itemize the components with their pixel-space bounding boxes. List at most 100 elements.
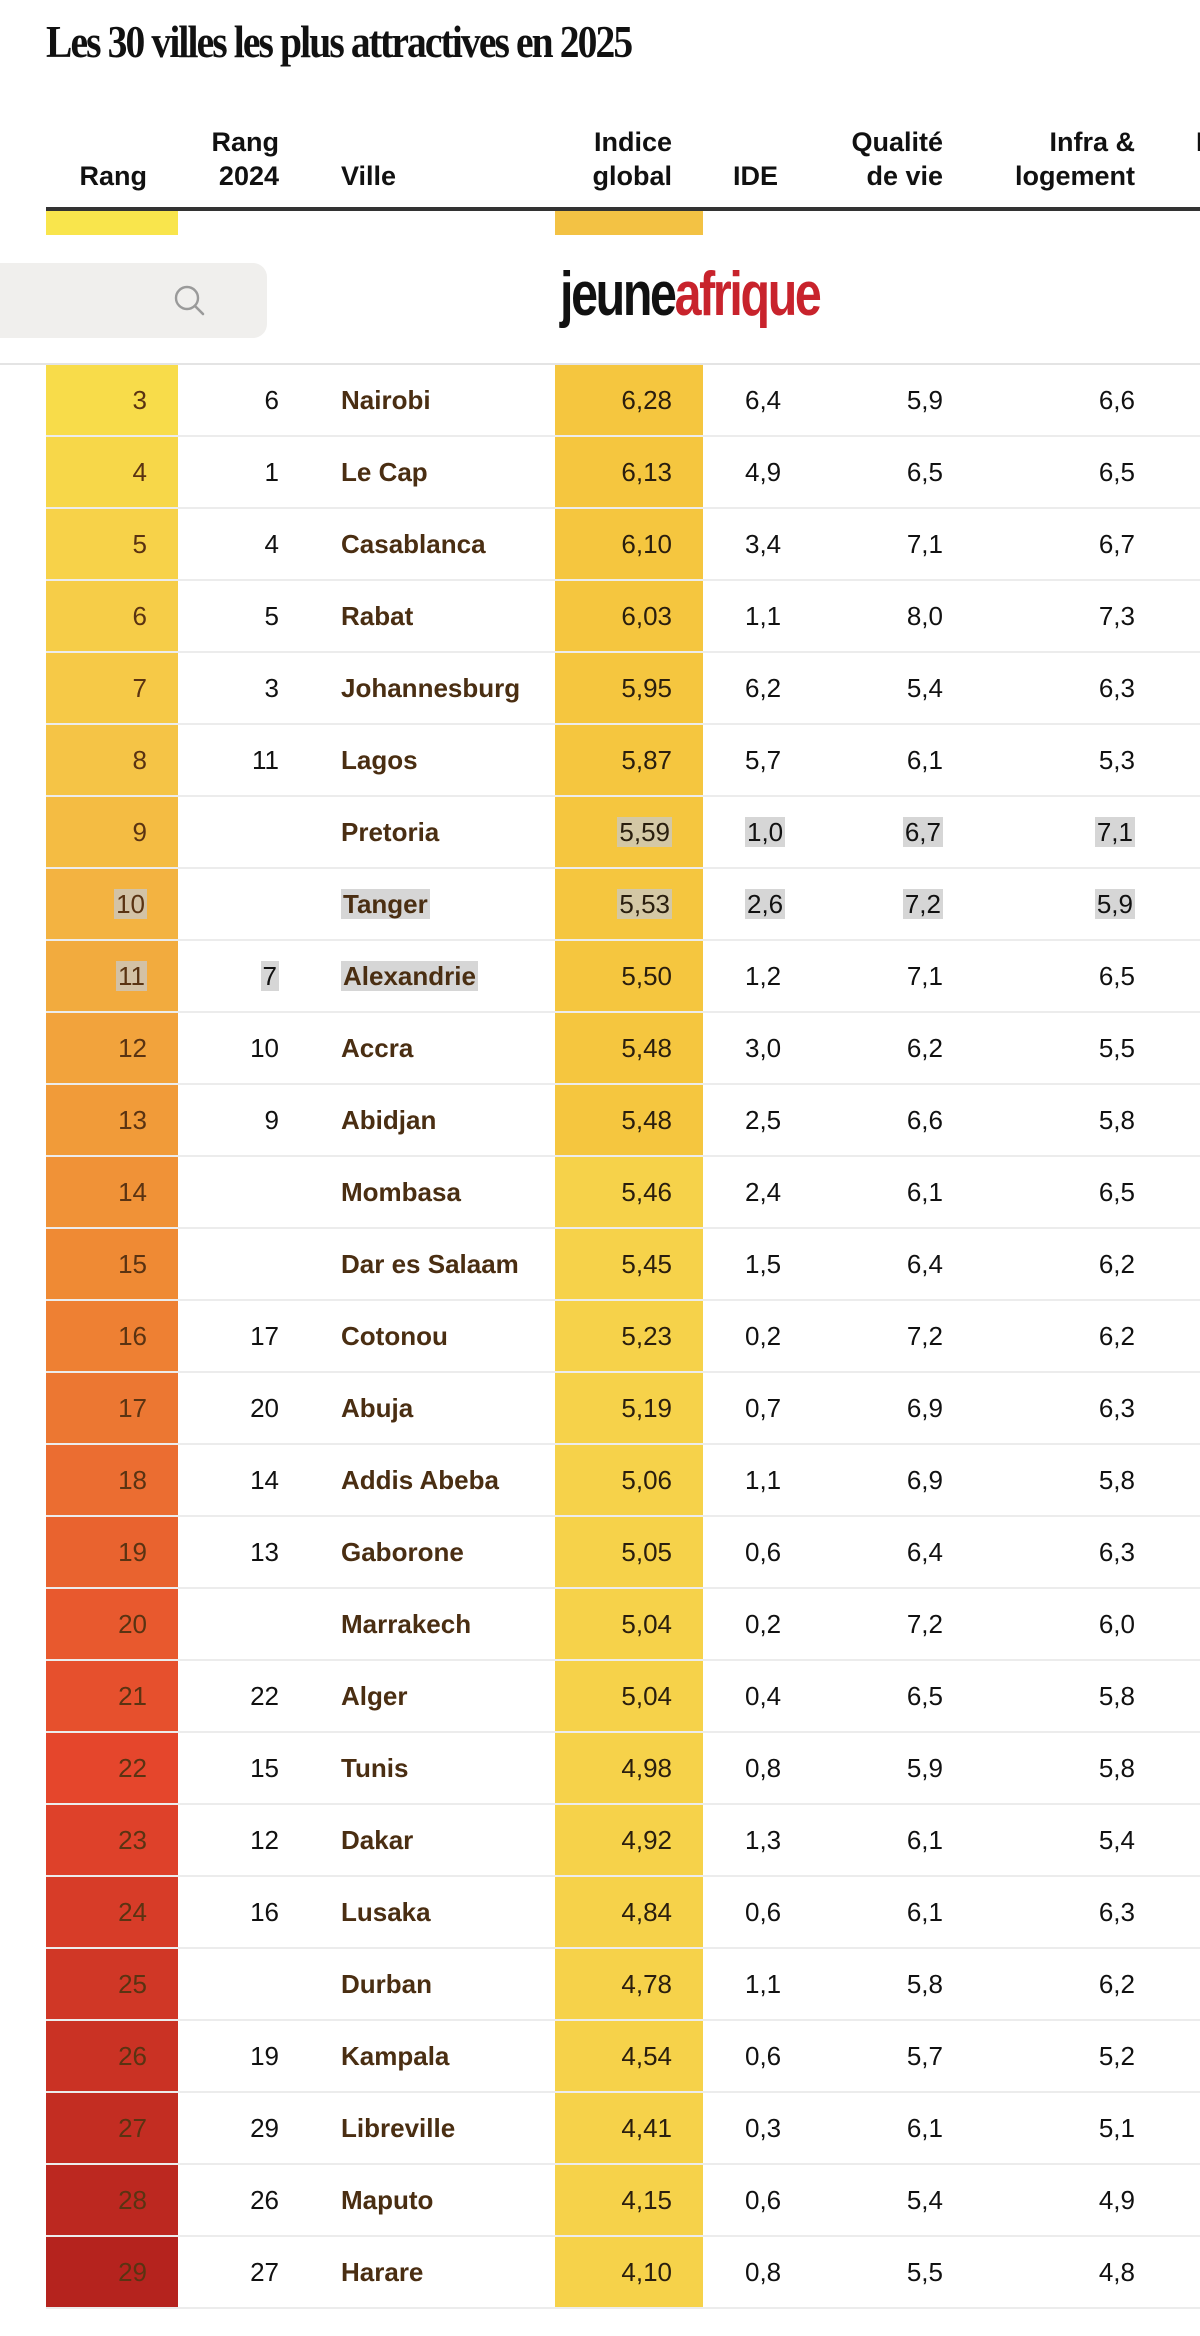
indice-cell: 6,28 [555, 365, 703, 435]
ville-cell[interactable]: Addis Abeba [341, 1445, 499, 1515]
ide-cell: 0,8 [745, 2237, 781, 2307]
ville-cell[interactable]: Nairobi [341, 365, 431, 435]
ville-cell[interactable]: Mombasa [341, 1157, 461, 1227]
col-header-ide[interactable]: IDE [733, 161, 779, 191]
ville-cell[interactable]: Kampala [341, 2021, 449, 2091]
rang2024-cell: 4 [178, 509, 279, 579]
col-header-rang-2024[interactable]: Rang 2024 [211, 127, 280, 191]
indice-cell: 4,84 [555, 1877, 703, 1947]
table-row[interactable]: 8 11 Lagos 5,87 5,7 6,1 5,3 [46, 725, 1200, 797]
table-row[interactable]: 18 14 Addis Abeba 5,06 1,1 6,9 5,8 [46, 1445, 1200, 1517]
table-row[interactable]: 23 12 Dakar 4,92 1,3 6,1 5,4 [46, 1805, 1200, 1877]
ville-value: Pretoria [341, 817, 440, 847]
table-row[interactable]: 5 4 Casablanca 6,10 3,4 7,1 6,7 [46, 509, 1200, 581]
ville-cell[interactable]: Johannesburg [341, 653, 520, 723]
table-row[interactable]: 14 Mombasa 5,46 2,4 6,1 6,5 [46, 1157, 1200, 1229]
ville-cell[interactable]: Cotonou [341, 1301, 448, 1371]
indice-value: 5,59 [617, 817, 672, 847]
qualite-cell: 5,8 [846, 1949, 943, 2019]
rang-cell: 17 [46, 1373, 178, 1443]
indice-value: 5,06 [621, 1465, 672, 1495]
col-header-next-partial[interactable]: I [1196, 127, 1200, 157]
table-row[interactable]: 27 29 Libreville 4,41 0,3 6,1 5,1 [46, 2093, 1200, 2165]
table-row[interactable]: 17 20 Abuja 5,19 0,7 6,9 6,3 [46, 1373, 1200, 1445]
ville-cell[interactable]: Harare [341, 2237, 423, 2307]
qualite-value: 5,4 [906, 2185, 943, 2215]
ville-cell[interactable]: Lusaka [341, 1877, 431, 1947]
infra-value: 5,8 [1098, 1753, 1135, 1783]
table-row[interactable]: 28 26 Maputo 4,15 0,6 5,4 4,9 [46, 2165, 1200, 2237]
ville-cell[interactable]: Marrakech [341, 1589, 471, 1659]
indice-cell: 4,41 [555, 2093, 703, 2163]
ville-cell[interactable]: Pretoria [341, 797, 439, 867]
indice-value: 4,15 [621, 2185, 672, 2215]
ville-cell[interactable]: Accra [341, 1013, 413, 1083]
ville-cell[interactable]: Dar es Salaam [341, 1229, 519, 1299]
table-row[interactable]: 7 3 Johannesburg 5,95 6,2 5,4 6,3 [46, 653, 1200, 725]
infra-value: 6,2 [1098, 1249, 1135, 1279]
table-row[interactable]: 29 27 Harare 4,10 0,8 5,5 4,8 [46, 2237, 1200, 2309]
rang-cell: 28 [46, 2165, 178, 2235]
ville-cell[interactable]: Rabat [341, 581, 413, 651]
table-row[interactable]: 16 17 Cotonou 5,23 0,2 7,2 6,2 [46, 1301, 1200, 1373]
col-header-indice-global[interactable]: Indice global [592, 127, 673, 191]
col-header-ville[interactable]: Ville [341, 161, 397, 191]
rang-cell: 7 [46, 653, 178, 723]
table-row[interactable]: 11 7 Alexandrie 5,50 1,2 7,1 6,5 [46, 941, 1200, 1013]
ville-cell[interactable]: Libreville [341, 2093, 455, 2163]
ville-cell[interactable]: Tunis [341, 1733, 408, 1803]
ville-cell[interactable]: Alexandrie [341, 941, 478, 1011]
table-row[interactable]: 19 13 Gaborone 5,05 0,6 6,4 6,3 [46, 1517, 1200, 1589]
indice-cell: 5,19 [555, 1373, 703, 1443]
ville-cell[interactable]: Abuja [341, 1373, 413, 1443]
table-row[interactable]: 10 Tanger 5,53 2,6 7,2 5,9 [46, 869, 1200, 941]
table-row[interactable]: 3 6 Nairobi 6,28 6,4 5,9 6,6 [46, 365, 1200, 437]
infra-value: 5,9 [1094, 889, 1135, 919]
table-row[interactable]: 24 16 Lusaka 4,84 0,6 6,1 6,3 [46, 1877, 1200, 1949]
qualite-cell: 6,4 [846, 1229, 943, 1299]
ville-cell[interactable]: Alger [341, 1661, 407, 1731]
qualite-cell: 7,1 [846, 509, 943, 579]
ville-cell[interactable]: Lagos [341, 725, 418, 795]
search-input[interactable] [0, 263, 267, 338]
infra-cell: 6,5 [1036, 1157, 1135, 1227]
table-row[interactable]: 15 Dar es Salaam 5,45 1,5 6,4 6,2 [46, 1229, 1200, 1301]
table-row[interactable]: 20 Marrakech 5,04 0,2 7,2 6,0 [46, 1589, 1200, 1661]
table-row[interactable]: 9 Pretoria 5,59 1,0 6,7 7,1 [46, 797, 1200, 869]
table-row[interactable]: 22 15 Tunis 4,98 0,8 5,9 5,8 [46, 1733, 1200, 1805]
jeune-afrique-logo[interactable]: jeuneafrique [560, 255, 822, 335]
ville-cell[interactable]: Durban [341, 1949, 432, 2019]
indice-cell: 4,54 [555, 2021, 703, 2091]
col-header-rang[interactable]: Rang [79, 161, 148, 191]
table-row[interactable]: 25 Durban 4,78 1,1 5,8 6,2 [46, 1949, 1200, 2021]
table-row[interactable]: 4 1 Le Cap 6,13 4,9 6,5 6,5 [46, 437, 1200, 509]
infra-value: 6,3 [1098, 673, 1135, 703]
ville-cell[interactable]: Tanger [341, 869, 430, 939]
qualite-value: 5,5 [906, 2257, 943, 2287]
infra-value: 5,2 [1098, 2041, 1135, 2071]
rang2024-cell: 16 [178, 1877, 279, 1947]
table-row[interactable]: 13 9 Abidjan 5,48 2,5 6,6 5,8 [46, 1085, 1200, 1157]
ville-cell[interactable]: Casablanca [341, 509, 486, 579]
ville-cell[interactable]: Dakar [341, 1805, 413, 1875]
rang2024-cell [178, 869, 279, 939]
qualite-value: 5,4 [906, 673, 943, 703]
qualite-cell: 5,7 [846, 2021, 943, 2091]
ville-cell[interactable]: Maputo [341, 2165, 433, 2235]
ide-cell: 6,2 [745, 653, 781, 723]
ville-cell[interactable]: Abidjan [341, 1085, 436, 1155]
col-header-qualite-de-vie[interactable]: Qualité de vie [851, 127, 943, 191]
ville-cell[interactable]: Gaborone [341, 1517, 464, 1587]
indice-cell: 5,53 [555, 869, 703, 939]
rang-cell: 14 [46, 1157, 178, 1227]
col-header-infra-logement[interactable]: Infra & logement [1014, 127, 1135, 191]
table-row[interactable]: 21 22 Alger 5,04 0,4 6,5 5,8 [46, 1661, 1200, 1733]
indice-cell: 6,03 [555, 581, 703, 651]
indice-cell: 5,48 [555, 1085, 703, 1155]
table-row[interactable]: 6 5 Rabat 6,03 1,1 8,0 7,3 [46, 581, 1200, 653]
table-row[interactable]: 26 19 Kampala 4,54 0,6 5,7 5,2 [46, 2021, 1200, 2093]
infra-cell: 6,0 [1036, 1589, 1135, 1659]
search-icon[interactable] [172, 283, 208, 319]
ville-cell[interactable]: Le Cap [341, 437, 428, 507]
table-row[interactable]: 12 10 Accra 5,48 3,0 6,2 5,5 [46, 1013, 1200, 1085]
